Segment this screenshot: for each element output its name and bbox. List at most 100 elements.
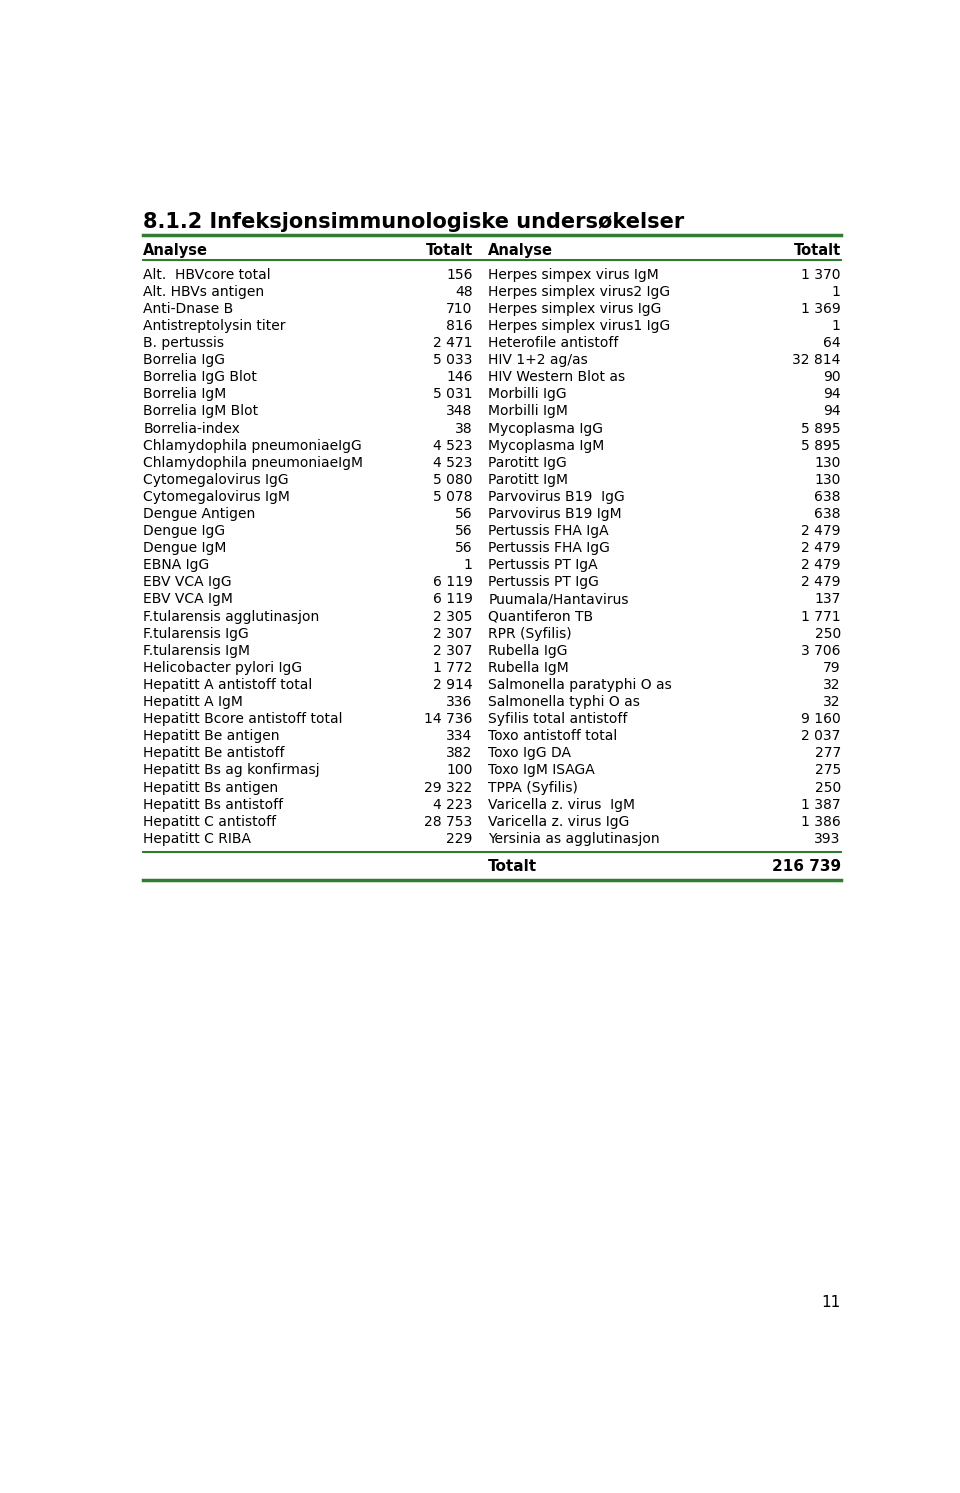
Text: Yersinia as agglutinasjon: Yersinia as agglutinasjon	[488, 832, 660, 847]
Text: 14 736: 14 736	[424, 712, 472, 726]
Text: Borrelia IgM Blot: Borrelia IgM Blot	[143, 405, 258, 418]
Text: 2 305: 2 305	[433, 609, 472, 624]
Text: Totalt: Totalt	[425, 243, 472, 258]
Text: 56: 56	[455, 542, 472, 555]
Text: 64: 64	[823, 336, 841, 349]
Text: 216 739: 216 739	[772, 858, 841, 873]
Text: 2 471: 2 471	[433, 336, 472, 349]
Text: 710: 710	[446, 302, 472, 317]
Text: 277: 277	[814, 746, 841, 760]
Text: Hepatitt C RIBA: Hepatitt C RIBA	[143, 832, 252, 847]
Text: 156: 156	[446, 267, 472, 282]
Text: Pertussis PT IgG: Pertussis PT IgG	[488, 575, 599, 590]
Text: 28 753: 28 753	[424, 815, 472, 829]
Text: 94: 94	[823, 387, 841, 402]
Text: 348: 348	[446, 405, 472, 418]
Text: 1: 1	[464, 558, 472, 572]
Text: 100: 100	[446, 763, 472, 778]
Text: 816: 816	[446, 320, 472, 333]
Text: 5 031: 5 031	[433, 387, 472, 402]
Text: Heterofile antistoff: Heterofile antistoff	[488, 336, 618, 349]
Text: 4 223: 4 223	[433, 797, 472, 812]
Text: Alt.  HBVcore total: Alt. HBVcore total	[143, 267, 271, 282]
Text: Mycoplasma IgM: Mycoplasma IgM	[488, 439, 605, 452]
Text: B. pertussis: B. pertussis	[143, 336, 225, 349]
Text: 2 479: 2 479	[802, 558, 841, 572]
Text: Analyse: Analyse	[488, 243, 553, 258]
Text: Dengue IgG: Dengue IgG	[143, 524, 226, 537]
Text: 137: 137	[814, 593, 841, 606]
Text: F.tularensis IgM: F.tularensis IgM	[143, 643, 251, 658]
Text: Varicella z. virus IgG: Varicella z. virus IgG	[488, 815, 630, 829]
Text: 5 078: 5 078	[433, 490, 472, 505]
Text: Parotitt IgM: Parotitt IgM	[488, 473, 568, 487]
Text: HIV 1+2 ag/as: HIV 1+2 ag/as	[488, 354, 588, 367]
Text: 2 037: 2 037	[802, 729, 841, 744]
Text: Antistreptolysin titer: Antistreptolysin titer	[143, 320, 286, 333]
Text: Herpes simplex virus1 IgG: Herpes simplex virus1 IgG	[488, 320, 670, 333]
Text: 6 119: 6 119	[433, 593, 472, 606]
Text: Morbilli IgG: Morbilli IgG	[488, 387, 566, 402]
Text: 2 914: 2 914	[433, 678, 472, 691]
Text: Toxo IgM ISAGA: Toxo IgM ISAGA	[488, 763, 595, 778]
Text: 130: 130	[814, 455, 841, 470]
Text: Rubella IgM: Rubella IgM	[488, 661, 569, 675]
Text: 1 772: 1 772	[433, 661, 472, 675]
Text: 32: 32	[824, 696, 841, 709]
Text: 250: 250	[814, 781, 841, 794]
Text: 4 523: 4 523	[433, 455, 472, 470]
Text: Parvovirus B19  IgG: Parvovirus B19 IgG	[488, 490, 625, 505]
Text: Dengue Antigen: Dengue Antigen	[143, 508, 255, 521]
Text: 5 080: 5 080	[433, 473, 472, 487]
Text: 1: 1	[832, 285, 841, 299]
Text: 32 814: 32 814	[792, 354, 841, 367]
Text: Hepatitt A IgM: Hepatitt A IgM	[143, 696, 243, 709]
Text: 11: 11	[822, 1294, 841, 1309]
Text: Totalt: Totalt	[488, 858, 538, 873]
Text: 48: 48	[455, 285, 472, 299]
Text: 638: 638	[814, 490, 841, 505]
Text: Pertussis FHA IgA: Pertussis FHA IgA	[488, 524, 609, 537]
Text: 146: 146	[446, 370, 472, 384]
Text: 5 895: 5 895	[802, 439, 841, 452]
Text: Toxo antistoff total: Toxo antistoff total	[488, 729, 617, 744]
Text: 79: 79	[823, 661, 841, 675]
Text: Morbilli IgM: Morbilli IgM	[488, 405, 568, 418]
Text: Alt. HBVs antigen: Alt. HBVs antigen	[143, 285, 264, 299]
Text: 5 895: 5 895	[802, 421, 841, 436]
Text: 38: 38	[455, 421, 472, 436]
Text: 29 322: 29 322	[424, 781, 472, 794]
Text: Varicella z. virus  IgM: Varicella z. virus IgM	[488, 797, 636, 812]
Text: 2 479: 2 479	[802, 542, 841, 555]
Text: 3 706: 3 706	[802, 643, 841, 658]
Text: 2 307: 2 307	[433, 627, 472, 640]
Text: Anti-Dnase B: Anti-Dnase B	[143, 302, 233, 317]
Text: Parvovirus B19 IgM: Parvovirus B19 IgM	[488, 508, 622, 521]
Text: Cytomegalovirus IgM: Cytomegalovirus IgM	[143, 490, 290, 505]
Text: Borrelia IgG Blot: Borrelia IgG Blot	[143, 370, 257, 384]
Text: Herpes simpex virus IgM: Herpes simpex virus IgM	[488, 267, 659, 282]
Text: 8.1.2 Infeksjonsimmunologiske undersøkelser: 8.1.2 Infeksjonsimmunologiske undersøkel…	[143, 212, 684, 233]
Text: 393: 393	[814, 832, 841, 847]
Text: Hepatitt Bs antigen: Hepatitt Bs antigen	[143, 781, 278, 794]
Text: Parotitt IgG: Parotitt IgG	[488, 455, 566, 470]
Text: Hepatitt A antistoff total: Hepatitt A antistoff total	[143, 678, 313, 691]
Text: 32: 32	[824, 678, 841, 691]
Text: 56: 56	[455, 524, 472, 537]
Text: Toxo IgG DA: Toxo IgG DA	[488, 746, 571, 760]
Text: Dengue IgM: Dengue IgM	[143, 542, 227, 555]
Text: Hepatitt Bs antistoff: Hepatitt Bs antistoff	[143, 797, 283, 812]
Text: 5 033: 5 033	[433, 354, 472, 367]
Text: 2 479: 2 479	[802, 524, 841, 537]
Text: Chlamydophila pneumoniaeIgG: Chlamydophila pneumoniaeIgG	[143, 439, 362, 452]
Text: 336: 336	[446, 696, 472, 709]
Text: 94: 94	[823, 405, 841, 418]
Text: 90: 90	[823, 370, 841, 384]
Text: TPPA (Syfilis): TPPA (Syfilis)	[488, 781, 578, 794]
Text: 2 479: 2 479	[802, 575, 841, 590]
Text: 130: 130	[814, 473, 841, 487]
Text: Quantiferon TB: Quantiferon TB	[488, 609, 593, 624]
Text: Herpes simplex virus IgG: Herpes simplex virus IgG	[488, 302, 661, 317]
Text: Hepatitt Be antistoff: Hepatitt Be antistoff	[143, 746, 285, 760]
Text: F.tularensis IgG: F.tularensis IgG	[143, 627, 249, 640]
